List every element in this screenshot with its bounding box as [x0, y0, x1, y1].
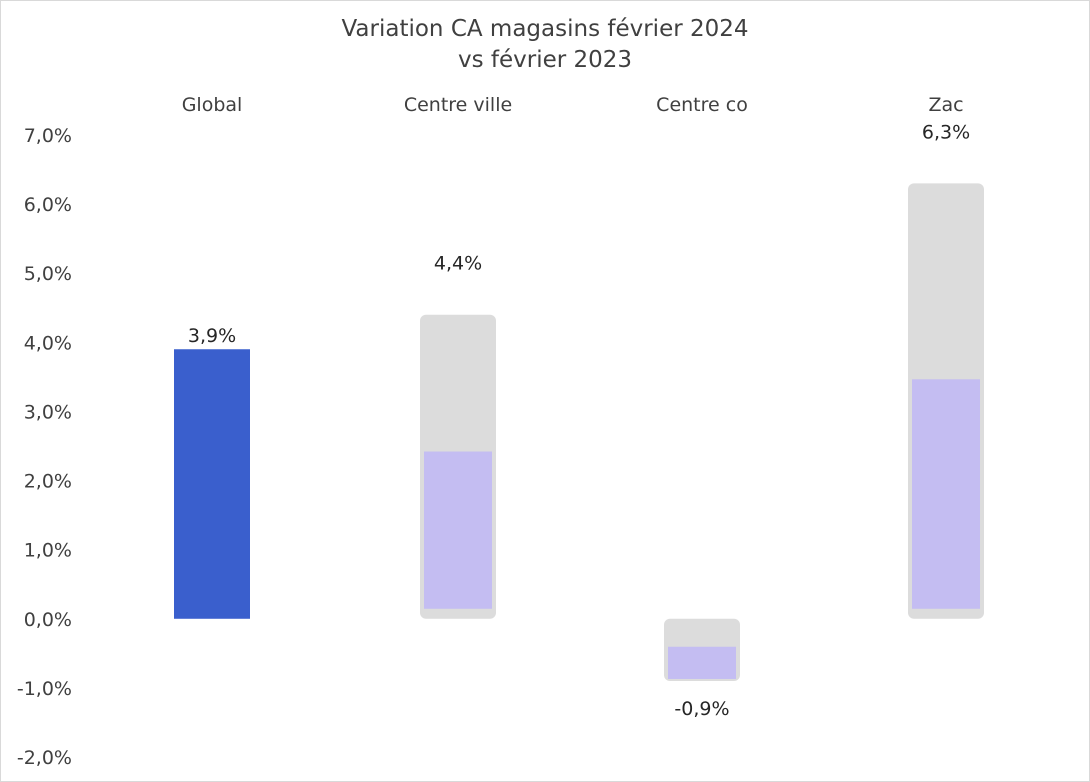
chart-title-line-1: Variation CA magasins février 2024 [341, 16, 749, 42]
category-label: Centre co [656, 94, 748, 116]
chart-title: Variation CA magasins février 2024 vs fé… [0, 14, 1090, 76]
y-tick-label: 2,0% [24, 471, 72, 493]
y-tick-label: 4,0% [24, 332, 72, 354]
y-tick-label: 5,0% [24, 263, 72, 285]
data-labels: 3,9% 4,4% -0,9% 6,3% [188, 121, 970, 720]
bar-fill [424, 451, 492, 609]
y-tick-label: -2,0% [17, 747, 72, 769]
y-axis-ticks: 7,0% 6,0% 5,0% 4,0% 3,0% 2,0% 1,0% 0,0% -1,0% -2,… [17, 125, 72, 769]
y-tick-label: -1,0% [17, 678, 72, 700]
bar-fill [912, 379, 980, 609]
category-labels: Global Centre ville Centre co Zac [182, 94, 964, 116]
chart-title-line-2: vs février 2023 [457, 47, 633, 73]
category-label: Zac [928, 94, 963, 116]
data-label: 4,4% [434, 253, 482, 275]
y-tick-label: 0,0% [24, 609, 72, 631]
bar [174, 349, 250, 619]
data-label: 3,9% [188, 325, 236, 347]
bar-fill [668, 646, 736, 679]
y-tick-label: 1,0% [24, 540, 72, 562]
bars [174, 183, 984, 681]
category-label: Global [182, 94, 243, 116]
y-tick-label: 3,0% [24, 401, 72, 423]
data-label: 6,3% [922, 121, 970, 143]
category-label: Centre ville [404, 94, 512, 116]
y-tick-label: 7,0% [24, 125, 72, 147]
data-label: -0,9% [674, 698, 729, 720]
y-tick-label: 6,0% [24, 194, 72, 216]
